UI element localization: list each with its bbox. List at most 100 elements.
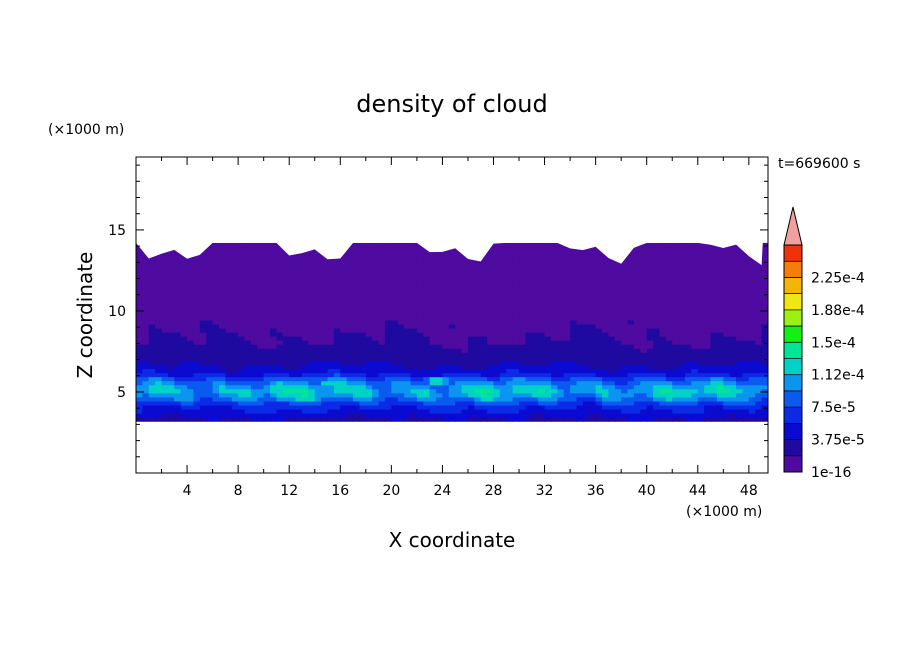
y-tick-label: 5 <box>117 385 126 401</box>
density-cell <box>512 400 520 406</box>
density-cell <box>391 376 399 382</box>
density-cell <box>225 400 233 406</box>
density-cell <box>633 340 641 345</box>
density-cell <box>340 340 348 345</box>
density-cell <box>557 275 565 280</box>
density-cell <box>384 352 392 357</box>
density-cell <box>576 263 584 268</box>
density-cell <box>295 263 303 268</box>
density-cell <box>391 287 399 293</box>
density-cell <box>404 384 412 390</box>
density-cell <box>295 291 303 297</box>
density-cell <box>231 408 239 414</box>
density-cell <box>442 356 450 361</box>
density-cell <box>391 295 399 301</box>
density-cell <box>404 327 412 333</box>
density-cell <box>180 368 188 374</box>
density-cell <box>531 348 539 353</box>
density-cell <box>455 271 463 276</box>
density-cell <box>416 360 424 366</box>
density-cell <box>372 295 380 301</box>
density-cell <box>499 242 507 248</box>
density-cell <box>704 344 712 349</box>
x-axis-label: X coordinate <box>389 528 516 552</box>
density-cell <box>595 299 603 305</box>
density-cell <box>455 376 463 382</box>
density-cell <box>487 352 495 357</box>
density-cell <box>570 404 578 410</box>
density-cell <box>167 356 175 361</box>
density-cell <box>231 413 239 418</box>
density-cell <box>646 259 654 264</box>
density-cell <box>493 327 501 333</box>
density-cell <box>589 340 597 345</box>
density-cell <box>633 271 641 276</box>
density-cell <box>263 291 271 297</box>
density-cell <box>301 332 309 337</box>
density-cell <box>308 336 316 341</box>
density-cell <box>282 287 290 293</box>
density-cell <box>436 319 444 325</box>
density-cell <box>448 400 456 406</box>
density-cell <box>755 295 763 301</box>
density-cell <box>136 246 143 252</box>
density-cell <box>723 413 731 418</box>
density-cell <box>155 267 163 272</box>
density-cell <box>563 396 571 402</box>
density-cell <box>519 327 527 333</box>
density-cell <box>167 417 175 422</box>
density-cell <box>608 295 616 301</box>
density-cell <box>614 332 622 337</box>
density-cell <box>436 263 444 268</box>
density-cell <box>416 417 424 422</box>
density-cell <box>755 368 763 374</box>
density-cell <box>646 303 654 309</box>
density-cell <box>416 279 424 284</box>
density-cell <box>716 376 724 382</box>
density-cell <box>582 267 590 272</box>
density-cell <box>461 267 469 272</box>
density-cell <box>187 356 195 361</box>
density-cell <box>614 295 622 301</box>
density-cell <box>308 408 316 414</box>
density-cell <box>525 340 533 345</box>
density-cell <box>391 267 399 272</box>
density-cell <box>206 315 214 321</box>
density-cell <box>633 388 641 394</box>
density-cell <box>321 275 329 280</box>
density-cell <box>180 283 188 289</box>
density-cell <box>563 404 571 410</box>
density-cell <box>404 340 412 345</box>
density-cell <box>289 364 297 370</box>
density-cell <box>225 327 233 333</box>
density-cell <box>301 368 309 374</box>
density-cell <box>404 413 412 418</box>
density-cell <box>691 295 699 301</box>
density-cell <box>270 396 278 402</box>
density-cell <box>589 332 597 337</box>
density-cell <box>167 352 175 357</box>
density-cell <box>544 267 552 272</box>
density-cell <box>148 384 156 390</box>
density-cell <box>608 404 616 410</box>
density-cell <box>263 380 271 386</box>
density-cell <box>136 356 143 361</box>
density-cell <box>704 352 712 357</box>
density-cell <box>391 307 399 313</box>
density-cell <box>761 392 768 398</box>
density-cell <box>525 396 533 402</box>
density-cell <box>499 400 507 406</box>
density-cell <box>582 372 590 378</box>
density-cell <box>480 340 488 345</box>
density-cell <box>282 283 290 289</box>
density-cell <box>378 303 386 309</box>
density-cell <box>493 267 501 272</box>
density-cell <box>621 303 629 309</box>
density-cell <box>653 267 661 272</box>
density-cell <box>678 356 686 361</box>
x-axis-ticks: 4 8 12 16 20 24 28 32 36 40 44 48 <box>161 157 758 499</box>
density-cell <box>180 372 188 378</box>
density-cell <box>410 417 418 422</box>
density-cell <box>678 263 686 268</box>
density-cell <box>199 408 207 414</box>
